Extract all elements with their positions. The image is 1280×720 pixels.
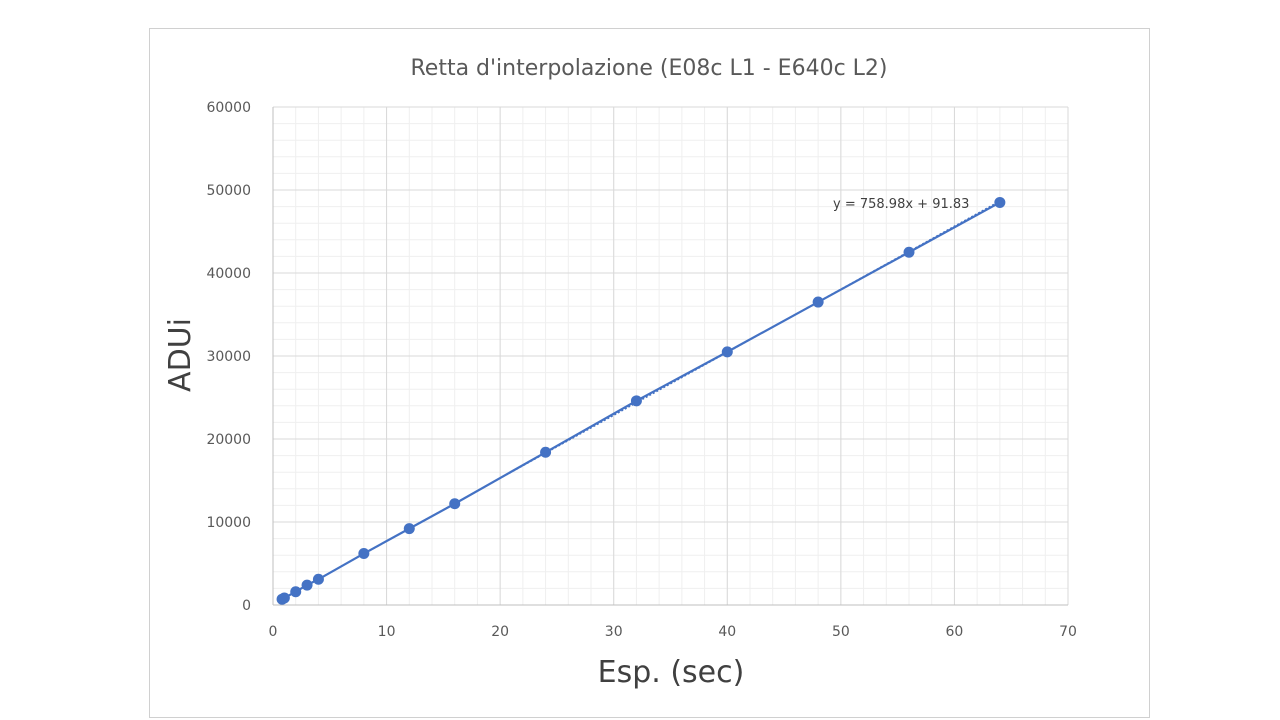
y-tick-label: 10000 <box>206 515 251 531</box>
trendline-equation: y = 758.98x + 91.83 <box>833 197 969 212</box>
data-point <box>278 592 290 604</box>
data-point <box>290 586 302 598</box>
x-tick-labels: 0 10 20 30 40 50 60 70 <box>269 624 1077 640</box>
y-tick-label: 20000 <box>206 432 251 448</box>
chart-title: Retta d'interpolazione (E08c L1 - E640c … <box>410 56 887 81</box>
y-tick-labels: 0 10000 20000 30000 40000 50000 60000 <box>206 100 251 614</box>
trendline <box>281 200 1001 600</box>
x-tick-label: 40 <box>718 624 736 640</box>
data-point <box>312 573 324 585</box>
data-point <box>449 498 461 510</box>
x-tick-label: 70 <box>1059 624 1077 640</box>
x-tick-label: 30 <box>605 624 623 640</box>
y-tick-label: 0 <box>242 598 251 614</box>
x-tick-label: 60 <box>946 624 964 640</box>
chart-frame: Retta d'interpolazione (E08c L1 - E640c … <box>149 28 1150 718</box>
data-point <box>812 296 824 308</box>
data-point <box>403 523 415 535</box>
chart-svg: Retta d'interpolazione (E08c L1 - E640c … <box>163 56 1077 690</box>
data-point <box>358 548 370 560</box>
data-point <box>994 196 1006 208</box>
x-tick-label: 50 <box>832 624 850 640</box>
y-tick-label: 30000 <box>206 349 251 365</box>
y-tick-label: 60000 <box>206 100 251 116</box>
y-axis-title: ADUi <box>163 318 198 392</box>
x-tick-label: 20 <box>491 624 509 640</box>
y-tick-label: 40000 <box>206 266 251 282</box>
data-point <box>630 395 642 407</box>
grid-layer <box>272 106 1069 606</box>
y-tick-label: 50000 <box>206 183 251 199</box>
data-points <box>276 196 1006 605</box>
x-tick-label: 10 <box>378 624 396 640</box>
x-tick-label: 0 <box>269 624 278 640</box>
data-point <box>301 579 313 591</box>
data-point <box>903 246 915 258</box>
x-axis-title: Esp. (sec) <box>598 655 745 690</box>
data-point <box>540 446 552 458</box>
data-point <box>721 346 733 358</box>
